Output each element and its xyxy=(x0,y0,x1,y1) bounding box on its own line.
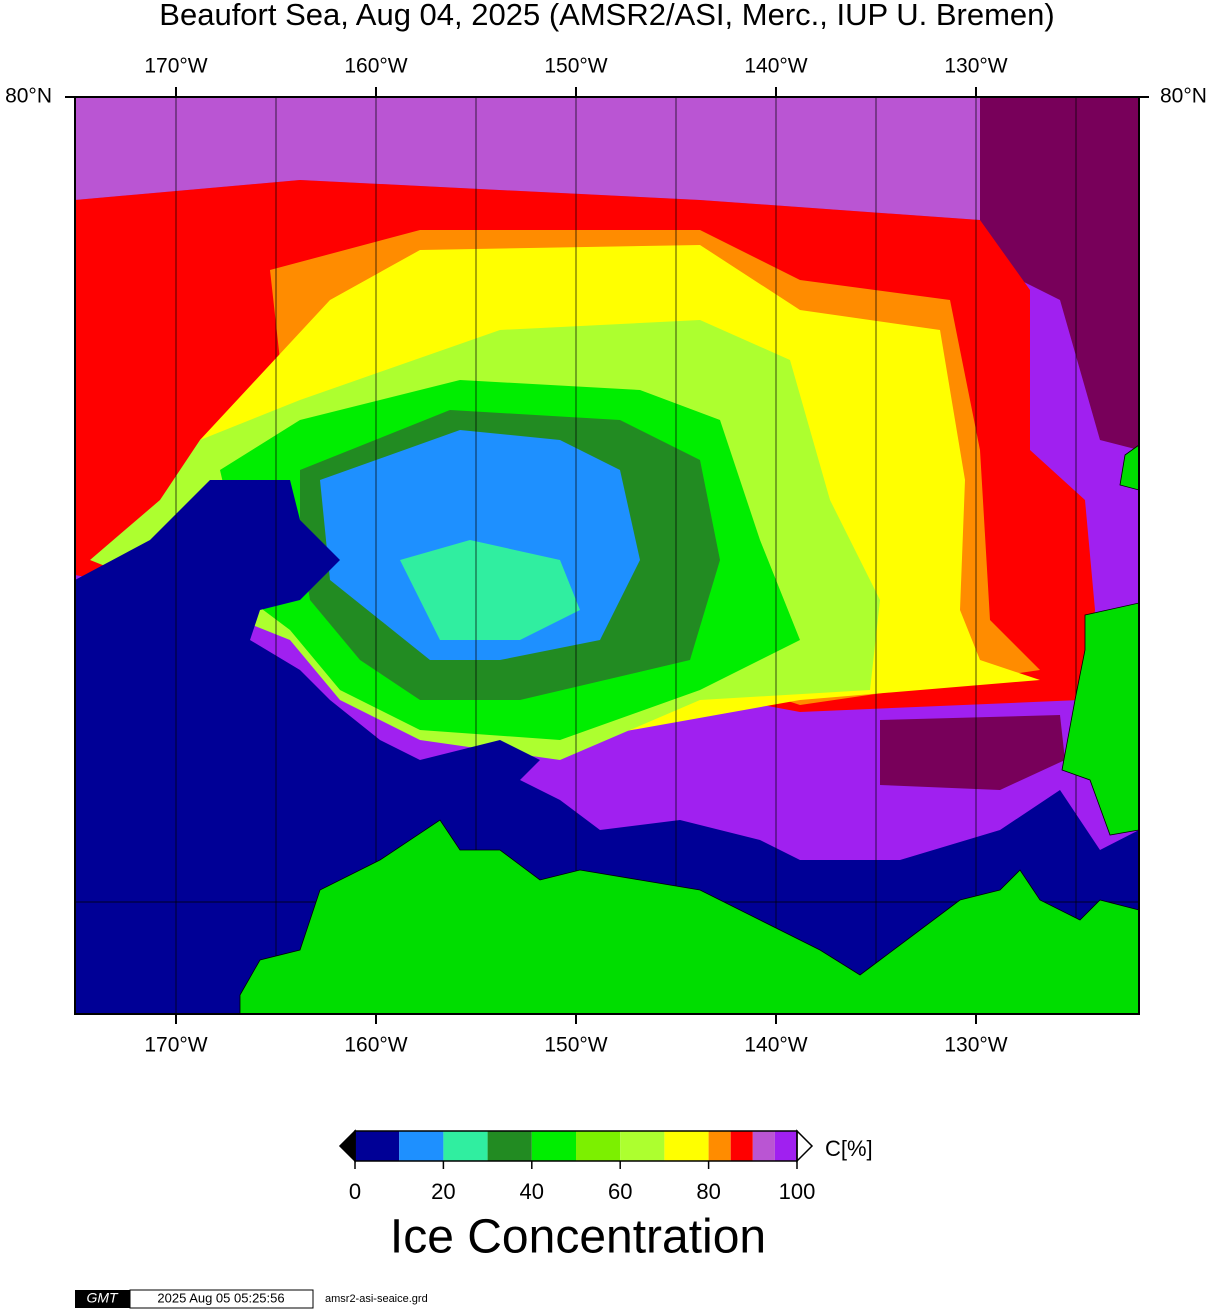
ice-patch xyxy=(980,97,1139,450)
ice-map xyxy=(75,97,1139,1014)
colorbar-bin xyxy=(576,1131,621,1161)
colorbar-unit: C[%] xyxy=(825,1136,873,1161)
logo-box xyxy=(75,1290,130,1308)
file-name: amsr2-asi-seaice.grd xyxy=(325,1293,428,1305)
colorbar-bin xyxy=(355,1131,400,1161)
logo: GMT xyxy=(86,1290,119,1306)
colorbar-tick-label: 20 xyxy=(431,1179,455,1204)
lon-label: 160°W xyxy=(344,1034,407,1057)
ice-patch xyxy=(400,540,580,640)
colorbar-tick-label: 100 xyxy=(779,1179,816,1204)
colorbar-bin xyxy=(487,1131,532,1161)
lon-label: 130°W xyxy=(944,1034,1007,1057)
colorbar-frame xyxy=(354,1130,798,1162)
lon-label: 140°W xyxy=(744,1034,807,1057)
colorbar-label: Ice Concentration xyxy=(390,1211,766,1264)
lon-label: 140°W xyxy=(744,55,807,78)
title: Beaufort Sea, Aug 04, 2025 (AMSR2/ASI, M… xyxy=(159,0,1054,32)
colorbar-bin xyxy=(664,1131,709,1161)
colorbar-tick-label: 0 xyxy=(349,1179,361,1204)
lon-label: 130°W xyxy=(944,55,1007,78)
colorbar-bin xyxy=(531,1131,576,1161)
ice-patch xyxy=(880,715,1065,790)
ice-patch xyxy=(75,97,980,220)
lon-label: 150°W xyxy=(544,1034,607,1057)
colorbar-bin xyxy=(752,1131,775,1161)
land xyxy=(239,819,1139,1014)
colorbar-tick-label: 40 xyxy=(520,1179,544,1204)
land xyxy=(1061,602,1139,836)
colorbar-bin xyxy=(620,1131,665,1161)
lon-label: 170°W xyxy=(144,1034,207,1057)
colorbar-bin xyxy=(399,1131,444,1161)
colorbar-over xyxy=(796,1129,814,1163)
colorbar-bin xyxy=(730,1131,753,1161)
colorbar-tick-label: 80 xyxy=(696,1179,720,1204)
timestamp: 2025 Aug 05 05:25:56 xyxy=(157,1290,284,1305)
colorbar-under xyxy=(338,1129,356,1163)
lat-label: 80°N xyxy=(5,85,52,108)
lon-label: 150°W xyxy=(544,55,607,78)
map-frame xyxy=(74,96,1140,1015)
lon-label: 160°W xyxy=(344,55,407,78)
lon-label: 170°W xyxy=(144,55,207,78)
lat-label: 80°N xyxy=(1160,85,1207,108)
colorbar-bin xyxy=(708,1131,731,1161)
colorbar-bin xyxy=(774,1131,797,1161)
land xyxy=(1119,444,1139,491)
colorbar-bin xyxy=(443,1131,488,1161)
timestamp-box xyxy=(129,1289,314,1309)
colorbar-tick-label: 60 xyxy=(608,1179,632,1204)
